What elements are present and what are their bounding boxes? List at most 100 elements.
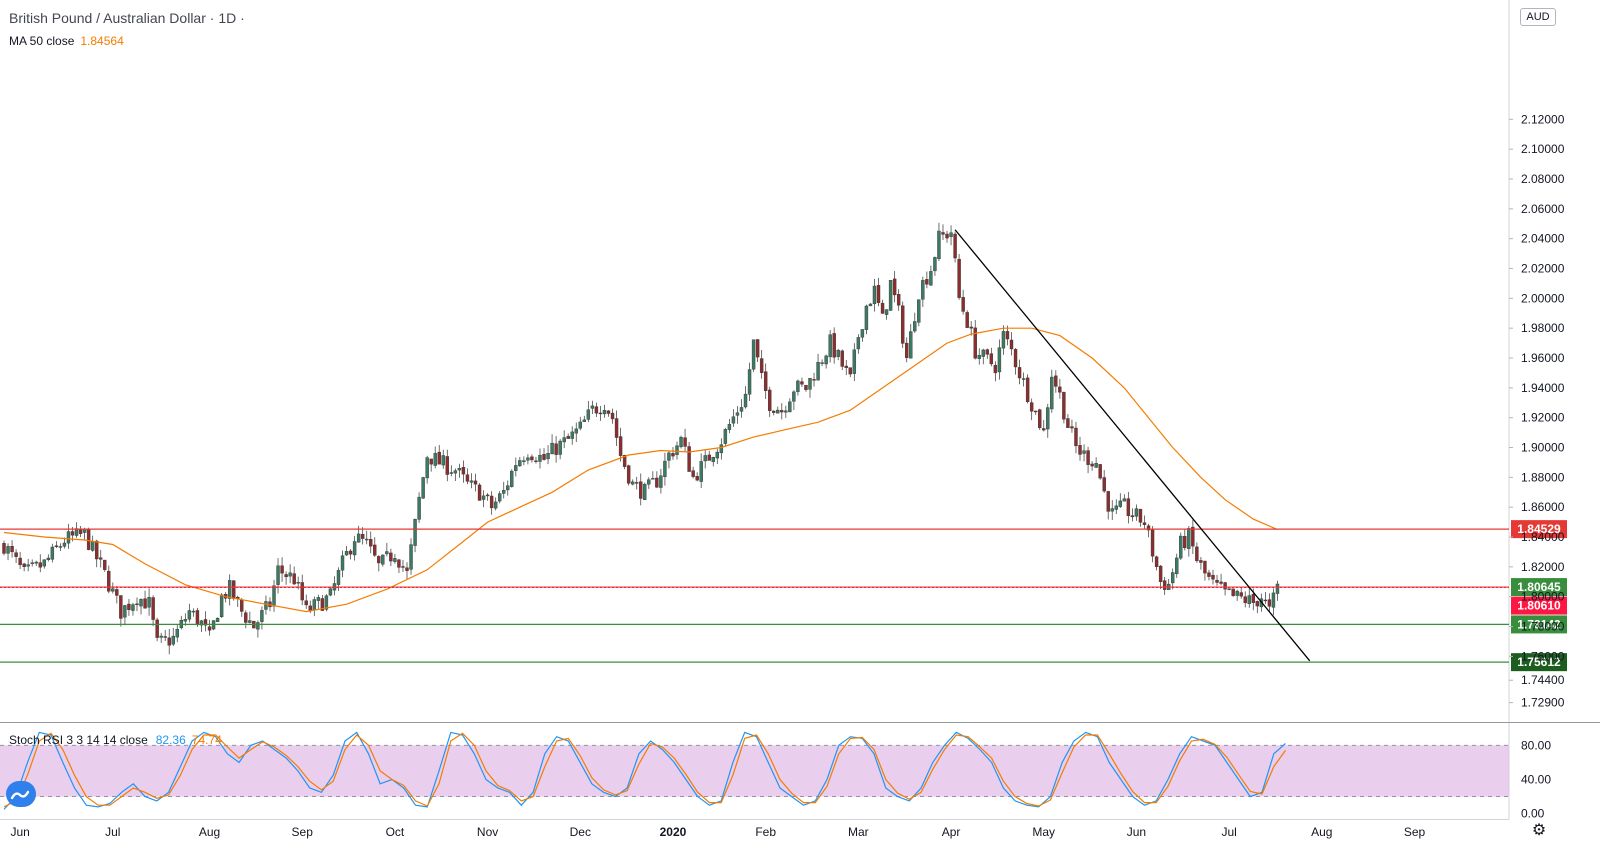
price-axis[interactable]: 1.72900 1.74400 1.76000 1.78000 1.80000 1.820… — [1509, 112, 1565, 821]
candle-down-body — [876, 285, 881, 303]
candle — [574, 422, 578, 443]
candle-down-body — [1211, 574, 1215, 580]
candle-down-body — [489, 495, 494, 509]
candle-up-body — [723, 429, 728, 444]
candle — [34, 560, 38, 566]
candle-up-body — [433, 453, 437, 466]
candle-up-body — [929, 271, 933, 286]
candle — [763, 363, 768, 399]
candle — [62, 537, 67, 549]
candle — [921, 276, 925, 307]
candle-down-body — [763, 371, 768, 391]
candle — [42, 559, 46, 569]
candle-down-body — [832, 333, 836, 358]
candle — [167, 628, 171, 655]
candle — [1005, 325, 1010, 346]
candle — [328, 587, 333, 597]
candle — [481, 490, 486, 508]
candle-down-body — [800, 381, 804, 385]
candle-down-body — [957, 258, 961, 298]
ma-legend[interactable]: MA 50 close 1.84564 — [9, 34, 124, 48]
stoch-d-line — [3, 732, 1286, 808]
candle — [848, 367, 852, 378]
stoch-rsi-legend[interactable]: Stoch RSI 3 3 14 14 close 82.36 74.74 — [9, 733, 222, 747]
candle-up-body — [312, 599, 317, 611]
tradingview-logo-icon[interactable] — [6, 781, 36, 807]
candle-up-body — [199, 620, 204, 626]
symbol-title[interactable]: British Pound / Australian Dollar · 1D · — [9, 10, 245, 26]
candle-down-body — [1267, 599, 1272, 607]
price-axis-label: 1.72900 — [1521, 696, 1565, 710]
candle — [381, 554, 385, 567]
candle — [812, 372, 816, 387]
candle — [1191, 519, 1195, 555]
price-axis-label: 2.08000 — [1521, 172, 1565, 186]
candle — [945, 230, 949, 243]
candle — [344, 545, 349, 556]
candle — [1275, 580, 1280, 601]
candle-up-body — [574, 428, 578, 434]
candle-up-body — [493, 501, 498, 509]
candle-up-body — [131, 604, 135, 611]
candle-down-body — [1195, 546, 1199, 562]
candle — [639, 473, 643, 506]
candle-down-body — [284, 574, 288, 578]
candle — [159, 632, 163, 643]
candle-down-body — [900, 305, 905, 344]
currency-badge[interactable]: AUD — [1520, 8, 1556, 26]
candle-up-body — [727, 424, 732, 430]
candle — [1158, 565, 1163, 590]
candle — [514, 457, 518, 477]
candle-down-body — [195, 610, 200, 626]
candle — [602, 404, 607, 418]
candle — [219, 593, 224, 618]
candle — [1074, 421, 1078, 454]
trendline[interactable] — [954, 229, 1311, 662]
candle-down-body — [405, 567, 409, 571]
candle — [856, 334, 861, 354]
candle-down-body — [965, 312, 969, 328]
price-axis-label: 1.92000 — [1521, 411, 1565, 425]
candle — [586, 400, 591, 423]
candle — [1058, 378, 1062, 399]
candle — [743, 386, 748, 409]
candle — [433, 446, 437, 469]
candle — [215, 617, 220, 622]
candle — [546, 445, 550, 465]
time-axis[interactable]: Jun Jul Aug Sep Oct Nov Dec 2020 Feb Mar Apr May Jun… — [10, 825, 1425, 839]
candle-up-body — [1001, 331, 1006, 349]
candle — [1122, 494, 1127, 502]
candle — [107, 565, 111, 594]
candle — [6, 543, 10, 561]
price-axis-label: 1.90000 — [1521, 441, 1565, 455]
candle-down-body — [989, 353, 994, 365]
candle — [244, 610, 248, 629]
candle — [675, 441, 679, 460]
stoch-rsi-series — [3, 731, 1286, 810]
candle-up-body — [1082, 450, 1086, 454]
candle-down-body — [993, 364, 998, 374]
gear-icon[interactable]: ⚙ — [1531, 822, 1547, 839]
candle — [348, 548, 353, 560]
candle-down-body — [18, 557, 22, 566]
candle-up-body — [586, 409, 591, 420]
candle — [123, 605, 127, 626]
candle — [876, 277, 881, 307]
candle — [526, 454, 530, 465]
level-price-tag-text: 1.75612 — [1517, 655, 1561, 669]
candle-down-body — [941, 232, 945, 235]
candle-down-body — [348, 550, 353, 555]
candle-up-body — [602, 409, 607, 415]
horizontal-levels[interactable]: 1.84529 1.80645 1.78142 1.75612 1.80610 — [0, 520, 1567, 672]
ma-legend-value: 1.84564 — [80, 34, 124, 48]
price-axis-label: 1.80000 — [1521, 590, 1565, 604]
candle — [792, 390, 796, 411]
candle-down-body — [127, 603, 131, 610]
candle — [1219, 573, 1223, 586]
candle-down-body — [1199, 560, 1203, 563]
candle — [671, 447, 675, 460]
candle-up-body — [590, 405, 595, 409]
candle-up-body — [663, 460, 667, 477]
candle — [1138, 508, 1143, 527]
